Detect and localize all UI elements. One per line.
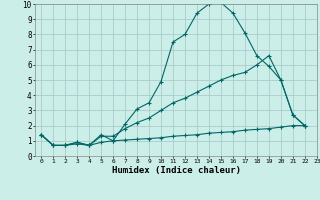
X-axis label: Humidex (Indice chaleur): Humidex (Indice chaleur) <box>111 166 241 175</box>
